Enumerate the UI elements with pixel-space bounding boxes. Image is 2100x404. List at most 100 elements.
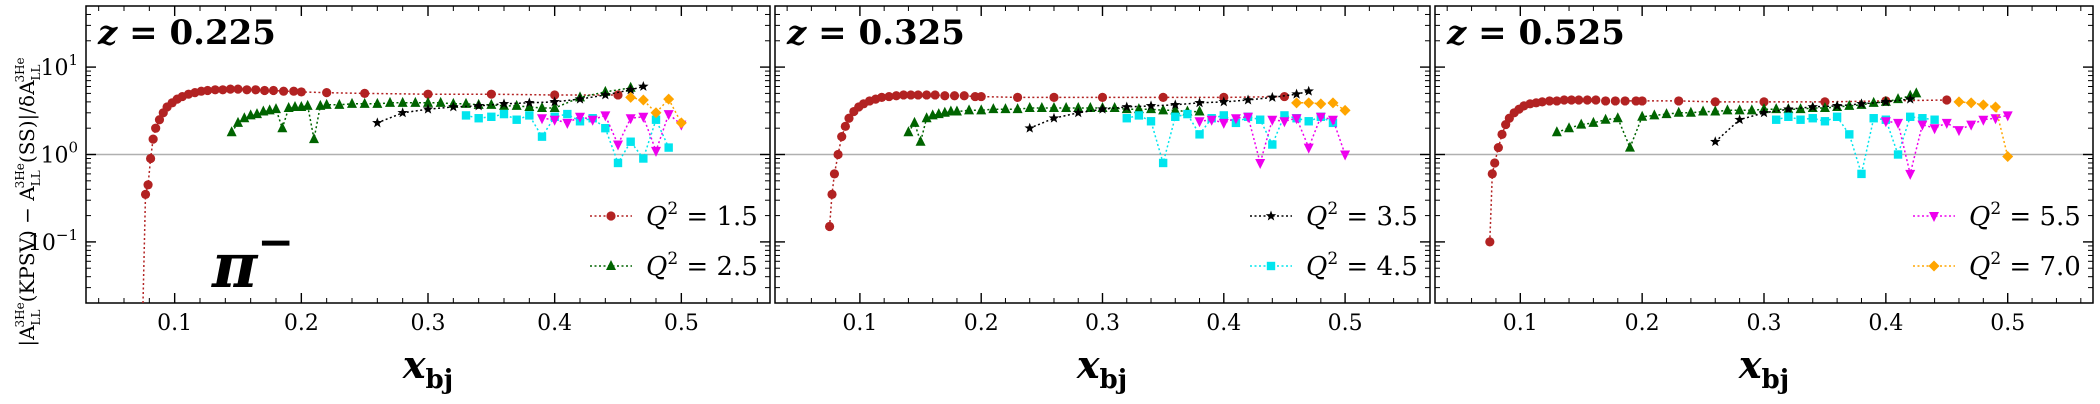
data-point [915,135,926,146]
data-point [1942,95,1952,105]
data-point [930,90,940,100]
axis-ticks-3: 0.1 0.2 0.3 0.4 0.5 [1435,5,2093,336]
legend-marker [606,260,616,270]
legend-marker [1266,261,1276,271]
x-tick-label: 0.2 [964,311,999,336]
data-point [1771,103,1782,114]
data-point [226,126,237,137]
data-point [1012,103,1023,114]
data-point [1291,88,1302,99]
series-layer-2 [824,85,1351,232]
data-point [1145,100,1157,111]
data-point [663,110,674,121]
data-point [1710,105,1721,116]
data-point [903,126,914,137]
data-point [148,134,158,144]
data-point [651,146,661,157]
data-point [1170,104,1181,115]
data-point [289,86,299,96]
data-point [1953,96,1965,108]
data-point [1637,110,1648,121]
series-q2-7-0 [1291,97,1351,116]
data-point [1109,102,1120,113]
data-point [1218,118,1229,129]
data-point [525,111,534,120]
data-point [625,114,636,125]
data-point [461,97,471,108]
data-point [321,98,332,109]
legend-1: Q2 = 1.5 Q2 = 2.5 [590,199,758,282]
data-point [1893,150,1903,159]
data-point [498,98,510,109]
series-layer-3 [1485,87,2014,247]
data-point [575,112,585,123]
data-point [951,105,962,116]
series-line [377,85,644,124]
data-point [1869,114,1878,123]
data-point [143,180,153,190]
legend-label: Q2 = 7.0 [1969,249,2081,282]
legend-label: Q2 = 5.5 [1969,199,2081,232]
data-point [1588,116,1599,127]
data-point [1097,92,1108,103]
data-point [210,85,220,95]
data-point [637,94,649,106]
data-point [824,221,835,232]
data-point [638,80,649,91]
data-point [613,90,623,100]
data-point [1121,101,1132,112]
data-point [1194,117,1205,128]
data-point [334,98,345,109]
data-point [1194,105,1205,116]
data-point [1158,92,1168,103]
data-point [988,103,999,114]
x-tick-label: 0.1 [1503,311,1538,336]
data-point [1303,143,1314,154]
data-point [309,133,319,144]
axis-ticks-2: 0.1 0.2 0.3 0.4 0.5 [775,5,1430,336]
data-point [1819,102,1830,113]
data-point [151,123,161,133]
data-point [1036,102,1047,113]
data-point [239,112,250,123]
data-point [461,111,471,120]
panel-title-3: z = 0.525 [1446,13,1625,53]
legend-marker [1929,212,1939,222]
data-point [1911,87,1922,98]
legend-item-q2-3-5: Q2 = 3.5 [1250,199,1418,232]
data-point [1965,97,1977,109]
data-point [1291,97,1303,109]
data-point [1280,111,1289,120]
data-point [574,93,586,104]
legend-marker [1265,210,1277,221]
data-point [909,116,920,127]
x-tick-label: 0.4 [537,311,572,336]
data-point [600,89,611,100]
series-q2-3-5 [372,80,649,128]
data-point [260,85,270,96]
data-point [1559,95,1569,105]
data-point [1012,92,1023,103]
data-point [639,154,648,163]
data-point [1267,91,1278,102]
y-tick-label: 10−1 [28,226,78,256]
legend-label: Q2 = 2.5 [646,249,758,282]
data-point [625,84,636,95]
data-point [233,116,243,127]
data-point [537,114,547,125]
data-point [827,189,837,199]
data-point [675,117,687,129]
series-q2-3-5 [1710,93,1916,147]
data-point [1574,95,1584,105]
data-point [1905,169,1916,180]
data-point [359,97,370,108]
data-point [1048,112,1060,123]
series-line [828,94,1285,227]
data-point [1576,118,1587,129]
data-point [613,158,623,168]
x-tick-label: 0.5 [1990,311,2025,336]
series-q2-1-5 [824,90,1290,232]
x-tick-label: 0.2 [1625,311,1660,336]
legend-marker [1928,260,1940,272]
